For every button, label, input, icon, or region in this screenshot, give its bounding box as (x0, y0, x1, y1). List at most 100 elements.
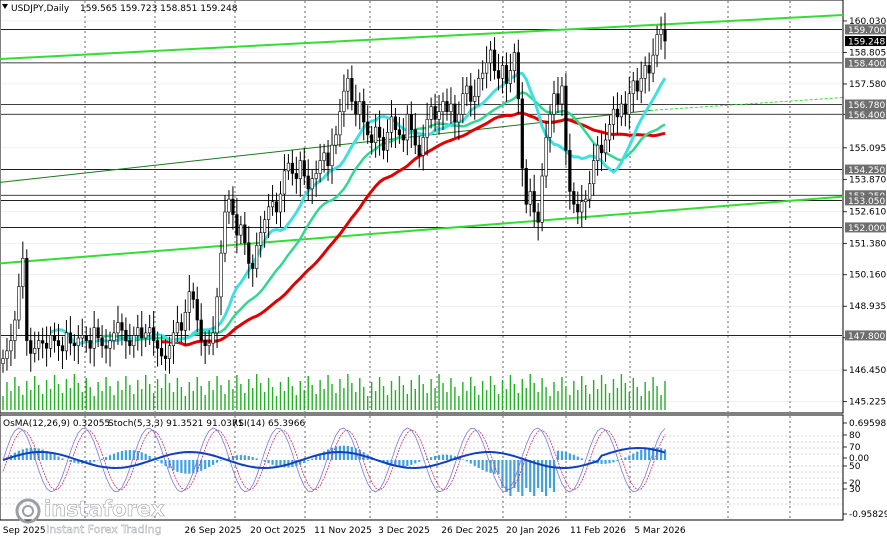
channel-lower-line (0, 195, 844, 265)
x-tick-label: 11 Nov 2025 (314, 526, 372, 536)
candle-body (286, 162, 291, 172)
channel-upper-line (0, 14, 844, 60)
candle-body (274, 201, 279, 213)
ind-tick-label: 30 (849, 485, 861, 495)
candle-body (576, 203, 580, 213)
candle-body (504, 65, 509, 84)
candle-body (120, 322, 124, 331)
rsi-label: RSI(14) 65.3966 (232, 419, 305, 429)
level-tag (845, 164, 886, 175)
candle-body (631, 80, 635, 95)
level-tag-label: 156.780 (848, 101, 885, 111)
level-tag (845, 99, 886, 110)
ind-tick-label: -0.95829 (849, 510, 887, 520)
candle-body (592, 160, 596, 185)
last-price-label: 159.248 (848, 38, 885, 48)
candle-body (528, 191, 532, 205)
watermark-tagline: Instant Forex Trading (46, 523, 162, 536)
candle-body (441, 101, 445, 113)
candle-body (195, 299, 199, 321)
candle-body (453, 103, 457, 123)
candle-body (635, 80, 639, 92)
candle-body (108, 340, 112, 349)
candle-body (191, 291, 195, 300)
symbol-dropdown-icon[interactable] (2, 4, 8, 9)
date-axis: 2 Sep 2025 26 Sep 2025 20 Oct 2025 11 Nov 2… (0, 526, 686, 536)
candle-body (477, 77, 481, 97)
x-tick-label: 3 Dec 2025 (378, 526, 430, 536)
channel-mid-extension (649, 97, 844, 111)
candle-body (485, 62, 489, 74)
candle-body (385, 131, 390, 151)
candle-body (80, 335, 84, 339)
candle-body (72, 342, 76, 347)
candle-body (623, 103, 627, 115)
candle-body (540, 175, 544, 223)
candle-body (393, 116, 398, 131)
candle-body (199, 319, 203, 341)
candle-body (401, 134, 405, 141)
y-tick-label: 153.870 (849, 175, 886, 185)
candle-body (362, 101, 366, 123)
candle-body (9, 340, 13, 352)
level-tag (845, 24, 886, 35)
candle-body (520, 98, 524, 169)
candle-body (461, 93, 465, 115)
y-tick-label: 152.610 (849, 208, 886, 218)
candle-body (560, 85, 564, 105)
candle-body (512, 52, 516, 71)
level-tag-label: 156.400 (848, 111, 885, 121)
ind-tick-label: 0.69598 (849, 419, 886, 429)
level-tag-label: 159.700 (848, 26, 885, 36)
candle-body (41, 340, 45, 344)
stoch-signal-line (2, 429, 666, 491)
candle-body (314, 173, 318, 179)
symbol-title: USDJPY,Daily (11, 4, 70, 14)
candle-body (619, 103, 623, 118)
candle-body (346, 77, 350, 92)
candle-body (84, 335, 88, 341)
level-tag (845, 330, 886, 341)
candle-body (282, 170, 287, 195)
candle-body (615, 108, 620, 118)
candle-body (306, 175, 310, 190)
candle-body (1, 358, 5, 365)
candle-body (377, 126, 382, 138)
candle-body (152, 327, 156, 341)
candle-body (25, 257, 29, 341)
x-tick-label: 20 Jan 2026 (506, 526, 560, 536)
candle-body (651, 54, 655, 74)
candle-body (508, 70, 513, 84)
candle-body (659, 29, 663, 35)
candle-body (231, 198, 235, 215)
x-tick-label: 11 Feb 2026 (570, 526, 626, 536)
osma-label: OsMA(12,26,9) 0.32055 (3, 419, 110, 429)
candle-body (128, 340, 132, 347)
candle-body (663, 29, 667, 42)
candle-body (584, 198, 588, 203)
stoch-main-line (2, 427, 666, 493)
candle-body (215, 296, 219, 334)
candle-body (203, 340, 207, 347)
level-tag (845, 190, 886, 201)
candle-body (457, 113, 461, 123)
y-tick-label: 146.450 (849, 366, 886, 376)
candle-body (5, 350, 9, 359)
x-tick-label: 26 Sep 2025 (184, 526, 241, 536)
candle-body (425, 119, 429, 138)
candle-body (564, 85, 568, 151)
candle-body (140, 327, 144, 339)
candle-body (445, 101, 449, 113)
candle-body (17, 286, 21, 321)
candle-body (116, 322, 120, 334)
volume-bars (2, 374, 666, 410)
candle-body (409, 113, 413, 131)
horizontal-levels (1, 29, 842, 336)
candle-body (167, 345, 172, 359)
candle-body (56, 340, 61, 347)
candle-body (64, 332, 69, 352)
candle-body (60, 345, 65, 352)
candle-body (259, 232, 263, 246)
candle-body (473, 95, 477, 102)
candle-body (163, 355, 168, 359)
